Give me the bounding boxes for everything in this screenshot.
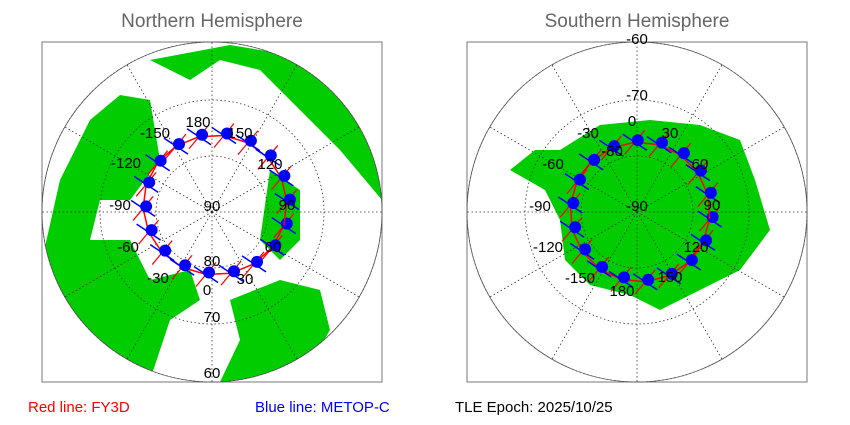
metop-position xyxy=(567,197,580,210)
metop-position xyxy=(579,243,592,256)
longitude-line xyxy=(64,126,213,213)
metop-position xyxy=(278,169,291,182)
graticule-label: -60 xyxy=(542,156,564,173)
longitude-line xyxy=(211,211,298,360)
longitude-line xyxy=(636,211,785,298)
panel-title: Northern Hemisphere xyxy=(121,11,303,32)
metop-position xyxy=(154,154,167,167)
graticule-label: 90 xyxy=(204,198,221,215)
graticule-label: 80 xyxy=(204,253,221,270)
metop-position xyxy=(665,267,678,280)
graticule-label: -70 xyxy=(626,87,648,104)
graticule-label: 180 xyxy=(185,114,210,131)
graticule-label: 30 xyxy=(662,125,679,142)
graticule-label: -80 xyxy=(601,143,623,160)
metop-position xyxy=(172,138,185,151)
graticule-label: 90 xyxy=(279,197,296,214)
graticule-label: 70 xyxy=(204,309,221,326)
metop-position xyxy=(251,255,264,268)
legend-red: Red line: FY3D xyxy=(28,399,130,416)
metop-position xyxy=(244,134,257,147)
longitude-line xyxy=(636,126,785,213)
metop-position xyxy=(196,128,209,141)
graticule-label: -120 xyxy=(533,239,563,256)
metop-position xyxy=(685,254,698,267)
metop-position xyxy=(642,273,655,286)
longitude-line xyxy=(489,126,638,213)
graticule-label: -90 xyxy=(109,197,131,214)
graticule-label: -90 xyxy=(529,198,551,215)
graticule-label: -90 xyxy=(626,198,648,215)
graticule-label: 120 xyxy=(683,239,708,256)
fy3d-track xyxy=(707,194,711,220)
metop-position xyxy=(140,200,153,213)
longitude-line xyxy=(126,64,213,213)
graticule-label: -60 xyxy=(626,31,648,48)
legend-epoch: TLE Epoch: 2025/10/25 xyxy=(455,399,613,416)
longitude-line xyxy=(489,211,638,298)
metop-position xyxy=(264,149,277,162)
longitude-line xyxy=(211,211,360,298)
metop-position xyxy=(608,140,621,153)
orbit-tracks xyxy=(130,123,723,295)
graticule-label: 0 xyxy=(203,282,211,299)
graticule-label: -150 xyxy=(140,125,170,142)
graticule-label: 180 xyxy=(609,283,634,300)
longitude-line xyxy=(636,211,723,360)
longitude-line xyxy=(551,211,638,360)
longitude-line xyxy=(636,64,723,213)
metop-position xyxy=(618,271,631,284)
graticule-label: 60 xyxy=(265,239,282,256)
metop-position xyxy=(631,134,644,147)
metop-position xyxy=(283,193,296,206)
metop-position xyxy=(221,127,234,140)
longitude-line xyxy=(64,211,213,298)
metop-position xyxy=(700,234,713,247)
metop-position xyxy=(596,260,609,273)
fy3d-track xyxy=(283,201,288,226)
graticule-label: 60 xyxy=(692,156,709,173)
metop-position xyxy=(655,136,668,149)
graticule-label: 90 xyxy=(704,197,721,214)
graticule-label: 150 xyxy=(657,269,682,286)
longitude-line xyxy=(126,211,213,360)
metop-position xyxy=(269,239,282,252)
longitude-line xyxy=(211,126,360,213)
graticule-label: 0 xyxy=(628,113,636,130)
metop-position xyxy=(694,164,707,177)
metop-position xyxy=(280,217,293,230)
graticule-label: -60 xyxy=(117,239,139,256)
metop-position xyxy=(677,147,690,160)
panel-title: Southern Hemisphere xyxy=(545,11,730,32)
metop-position xyxy=(143,176,156,189)
graticule-label: -30 xyxy=(147,270,169,287)
graticule-label: 120 xyxy=(257,156,282,173)
metop-position xyxy=(202,266,215,279)
graticule-label: -150 xyxy=(565,270,595,287)
graticule-label: 60 xyxy=(204,365,221,382)
hemisphere-edge xyxy=(466,41,808,383)
metop-position xyxy=(704,186,717,199)
metop-position xyxy=(569,221,582,234)
graticule-label: -120 xyxy=(111,155,141,172)
graticule-label: -30 xyxy=(577,125,599,142)
metop-position xyxy=(227,265,240,278)
metop-position xyxy=(159,244,172,257)
graticule-label: 30 xyxy=(237,271,254,288)
metop-position xyxy=(588,153,601,166)
hemisphere-edge xyxy=(41,41,383,383)
longitude-line xyxy=(551,64,638,213)
metop-position xyxy=(179,259,192,272)
legend-blue: Blue line: METOP-C xyxy=(255,399,390,416)
metop-position xyxy=(573,173,586,186)
metop-position xyxy=(145,224,158,237)
graticule-label: 150 xyxy=(227,125,252,142)
